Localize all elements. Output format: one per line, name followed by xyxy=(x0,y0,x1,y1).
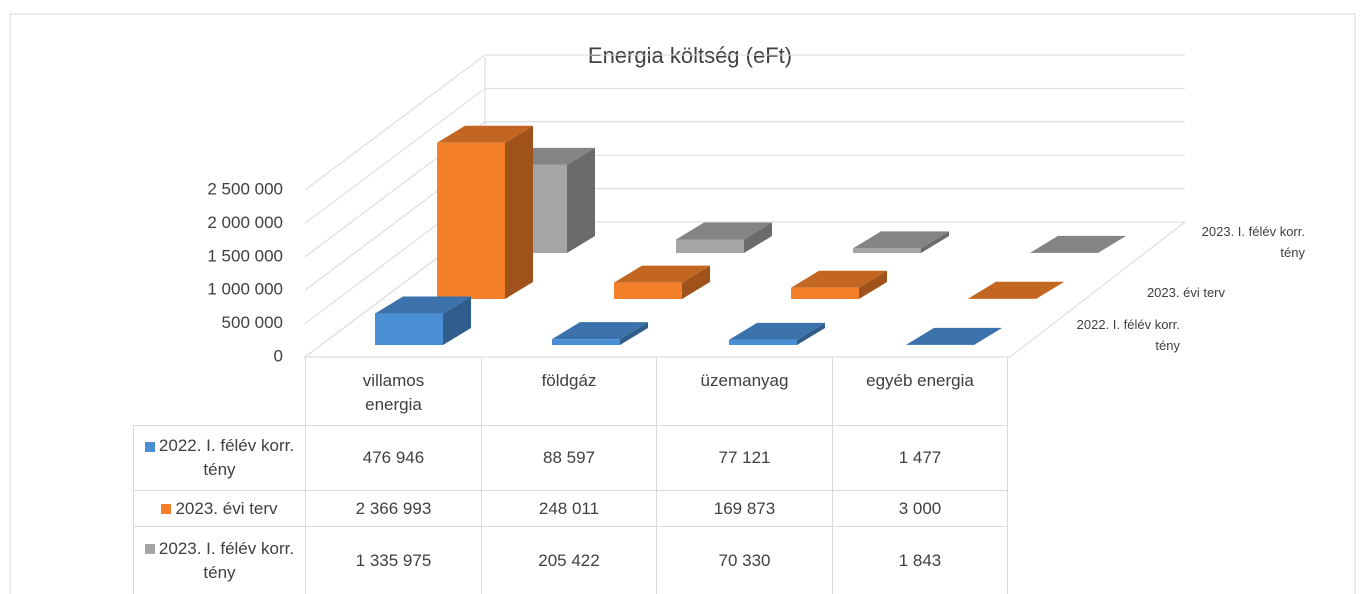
table-value: 205 422 xyxy=(481,526,656,594)
bar-side xyxy=(797,322,825,345)
bar-side xyxy=(443,296,471,345)
bar-top xyxy=(437,125,533,143)
y-tick-label: 1 500 000 xyxy=(207,246,283,265)
legend-cell: 2023. I. félév korr. tény xyxy=(133,526,305,594)
table-value: 476 946 xyxy=(305,425,481,490)
bar-top xyxy=(1030,235,1126,253)
bar-top xyxy=(791,270,887,288)
table-value: 77 121 xyxy=(656,425,832,490)
bar-side xyxy=(567,147,595,253)
legend-cell: 2023. évi terv xyxy=(133,490,305,526)
legend-swatch xyxy=(144,441,155,452)
table-value-text: 1 843 xyxy=(898,550,942,570)
bar xyxy=(437,142,505,299)
bar xyxy=(552,339,620,345)
bar-side xyxy=(1036,281,1064,299)
y-tick-label: 2 500 000 xyxy=(207,179,283,198)
depth-label: 2023. évi terv xyxy=(1105,283,1225,304)
bar-side xyxy=(1098,235,1126,253)
bar-side xyxy=(859,270,887,299)
table-header-text: üzemanyag xyxy=(700,371,789,390)
bar-top xyxy=(968,281,1064,299)
table-value-text: 1 477 xyxy=(898,448,942,468)
table-value: 1 335 975 xyxy=(305,526,481,594)
bar-side xyxy=(921,231,949,253)
bar-top xyxy=(676,222,772,240)
grid-line xyxy=(304,54,486,191)
y-tick-label: 500 000 xyxy=(222,313,283,332)
bar-top xyxy=(552,322,648,340)
table-value-text: 1 335 975 xyxy=(355,550,432,570)
table-value-text: 88 597 xyxy=(543,448,595,468)
legend-swatch xyxy=(161,504,172,515)
bar-side xyxy=(620,322,648,345)
legend-cell: 2022. I. félév korr. tény xyxy=(133,425,305,490)
table-value-text: 2 366 993 xyxy=(355,498,432,518)
bar xyxy=(676,239,744,253)
table-value: 248 011 xyxy=(481,490,656,526)
table-value: 70 330 xyxy=(656,526,832,594)
bar-top xyxy=(729,322,825,340)
table-value-text: 70 330 xyxy=(718,550,771,570)
bar xyxy=(791,287,859,299)
table-value-text: 248 011 xyxy=(538,498,600,518)
bar-side xyxy=(505,125,533,299)
table-value-text: 476 946 xyxy=(362,448,425,468)
bar-side xyxy=(974,327,1002,345)
bar xyxy=(375,313,443,345)
bar-top xyxy=(853,231,949,249)
table-value: 3 000 xyxy=(832,490,1008,526)
bar xyxy=(614,282,682,299)
legend-entry: 2023. évi terv xyxy=(161,497,278,521)
table-header: egyéb energia xyxy=(832,357,1008,425)
table-value-text: 205 422 xyxy=(538,550,600,570)
bar xyxy=(729,339,797,345)
bar-side xyxy=(682,265,710,299)
depth-label-text: 2023. I. félév korr. tény xyxy=(1201,224,1305,260)
depth-label: 2023. I. félév korr. tény xyxy=(1185,222,1305,264)
y-tick-label: 0 xyxy=(274,346,283,365)
legend-entry: 2022. I. félév korr. tény xyxy=(144,434,295,482)
table-value: 169 873 xyxy=(656,490,832,526)
y-tick-label: 1 000 000 xyxy=(207,280,283,299)
chart-border xyxy=(9,13,1356,594)
table-header-text: villamos energia xyxy=(362,371,425,414)
legend-entry: 2023. I. félév korr. tény xyxy=(144,537,295,585)
table-value-text: 77 121 xyxy=(718,448,771,468)
table-header: földgáz xyxy=(481,357,656,425)
grid-line xyxy=(304,88,486,224)
y-tick-label: 2 000 000 xyxy=(207,213,283,232)
legend-swatch xyxy=(144,544,155,555)
table-value-text: 169 873 xyxy=(713,498,776,518)
table-header: villamos energia xyxy=(305,357,481,425)
table-value: 1 477 xyxy=(832,425,1008,490)
legend-text: 2022. I. félév korr. tény xyxy=(158,436,295,479)
table-value-text: 3 000 xyxy=(898,498,942,518)
bar-side xyxy=(744,222,772,253)
depth-label-text: 2023. évi terv xyxy=(1146,285,1225,300)
legend-text: 2023. évi terv xyxy=(175,498,278,518)
table-value: 1 843 xyxy=(832,526,1008,594)
table-value: 2 366 993 xyxy=(305,490,481,526)
table-header-text: egyéb energia xyxy=(866,371,974,390)
bar xyxy=(853,248,921,253)
bar-top xyxy=(375,296,471,314)
table-value: 88 597 xyxy=(481,425,656,490)
table-header: üzemanyag xyxy=(656,357,832,425)
depth-label: 2022. I. félév korr. tény xyxy=(1060,315,1180,357)
bar-top xyxy=(906,327,1002,345)
table-header-text: földgáz xyxy=(541,371,597,390)
legend-text: 2023. I. félév korr. tény xyxy=(158,538,295,582)
bar-top xyxy=(614,265,710,283)
depth-label-text: 2022. I. félév korr. tény xyxy=(1076,317,1180,353)
